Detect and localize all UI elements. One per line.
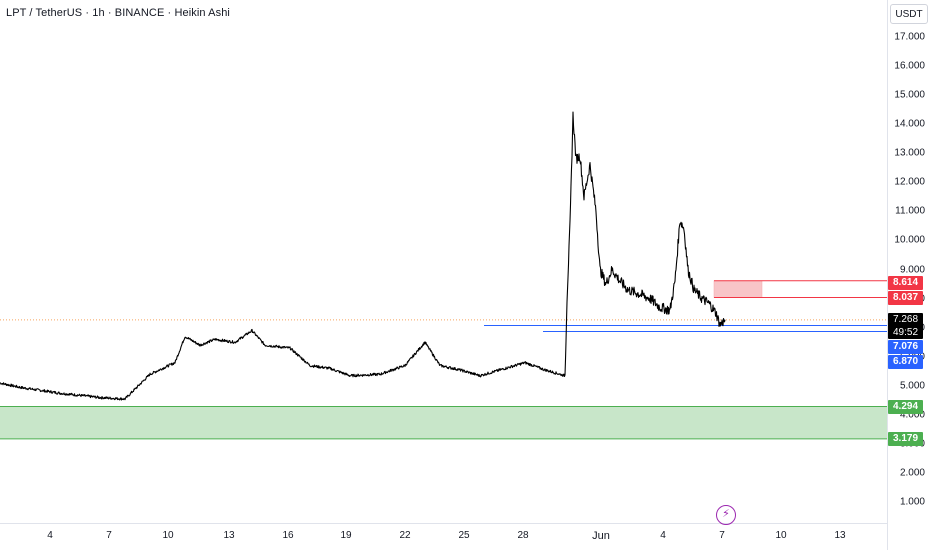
current-price-value: 7.268 xyxy=(892,314,919,325)
x-tick-label: 10 xyxy=(162,530,174,541)
x-tick-label: 4 xyxy=(660,530,666,541)
x-tick-label: 22 xyxy=(399,530,411,541)
support-bottom-badge: 3.179 xyxy=(888,432,923,446)
x-tick-label: 28 xyxy=(517,530,529,541)
candle-countdown: 49:52 xyxy=(892,327,919,338)
x-tick-label: 25 xyxy=(458,530,470,541)
price-chart[interactable] xyxy=(0,0,887,523)
y-tick-label: 10.000 xyxy=(894,234,925,246)
y-tick-label: 11.000 xyxy=(895,205,925,217)
currency-selector[interactable]: USDT xyxy=(890,4,928,24)
resistance-top-badge: 8.614 xyxy=(888,276,923,290)
resistance-zone xyxy=(713,280,763,298)
y-tick-label: 16.000 xyxy=(894,60,925,72)
y-tick-label: 17.000 xyxy=(894,31,925,43)
price-line xyxy=(0,111,726,401)
y-tick-label: 12.000 xyxy=(894,176,925,188)
x-tick-label: 7 xyxy=(719,530,725,541)
current-price-badge: 7.268 49:52 xyxy=(888,313,923,339)
y-tick-label: 9.000 xyxy=(899,264,925,275)
x-tick-label: 7 xyxy=(106,530,112,541)
x-tick-label: 13 xyxy=(834,530,846,541)
y-tick-label: 14.000 xyxy=(894,118,925,130)
y-tick-label: 15.000 xyxy=(894,89,925,101)
level-1-badge: 7.076 xyxy=(888,340,923,354)
support-top-badge: 4.294 xyxy=(888,400,923,414)
support-zone xyxy=(0,406,887,439)
chart-title: LPT / TetherUS · 1h · BINANCE · Heikin A… xyxy=(6,7,230,19)
y-tick-label: 5.000 xyxy=(899,380,925,392)
time-axis[interactable] xyxy=(0,523,887,551)
x-tick-label: 19 xyxy=(340,530,352,541)
x-tick-label: 16 xyxy=(282,530,294,541)
x-tick-label: Jun xyxy=(592,530,610,542)
x-tick-label: 13 xyxy=(223,530,235,541)
price-axis[interactable]: 17.000 16.000 15.000 14.000 13.000 12.000 11.0… xyxy=(887,0,932,550)
y-tick-label: 2.000 xyxy=(899,467,925,479)
lightning-icon[interactable]: ⚡ xyxy=(716,505,736,525)
resistance-bottom-badge: 8.037 xyxy=(888,291,923,305)
y-tick-label: 1.000 xyxy=(899,496,925,508)
y-tick-label: 13.000 xyxy=(894,147,925,159)
level-2-badge: 6.870 xyxy=(888,355,923,369)
y-tick-label: 4.000 xyxy=(899,409,925,421)
x-tick-label: 10 xyxy=(775,530,787,541)
x-tick-label: 4 xyxy=(47,530,53,541)
